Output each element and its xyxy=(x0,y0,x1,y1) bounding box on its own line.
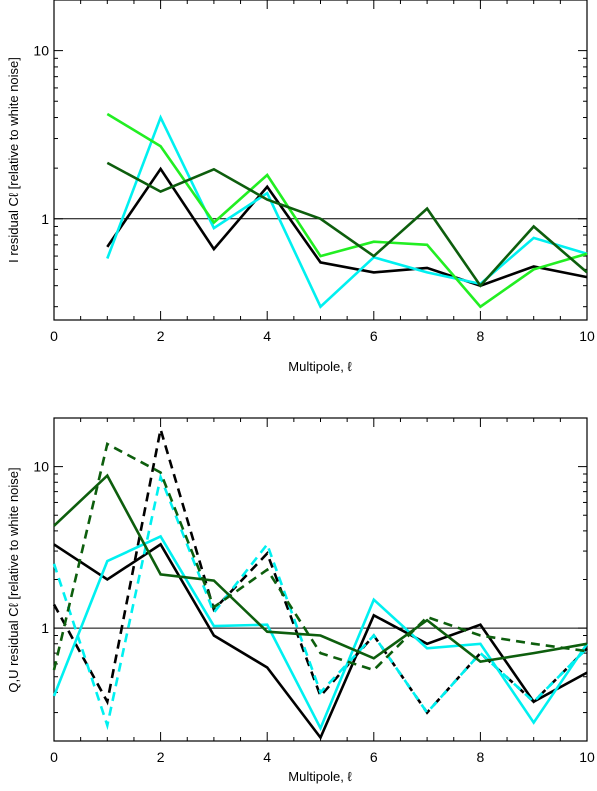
x-tick-label: 0 xyxy=(50,749,58,765)
y-tick-label: 1 xyxy=(41,620,49,636)
x-tick-label: 8 xyxy=(477,749,485,765)
y-axis-label: Q,U residual Cℓ [relative to white noise… xyxy=(6,467,21,692)
y-tick-label: 10 xyxy=(33,459,49,475)
x-tick-label: 2 xyxy=(157,328,165,344)
x-tick-label: 6 xyxy=(370,749,378,765)
x-tick-label: 4 xyxy=(263,328,271,344)
series-group xyxy=(106,112,588,309)
x-axis-label: Multipole, ℓ xyxy=(288,769,352,784)
y-tick-labels: 1 10 xyxy=(33,43,49,227)
x-tick-label: 10 xyxy=(579,749,595,765)
series-line xyxy=(106,112,588,309)
series-line-dashed xyxy=(52,442,588,672)
series-line xyxy=(106,166,588,288)
series-group xyxy=(52,429,589,741)
y-tick-label: 10 xyxy=(33,43,49,59)
x-tick-label: 2 xyxy=(157,749,165,765)
x-tick-labels: 0 2 4 6 8 10 xyxy=(50,749,595,765)
x-tick-labels: 0 2 4 6 8 10 xyxy=(50,328,595,344)
series-line xyxy=(106,114,588,309)
panel-polarization: 0 2 4 6 8 10 1 10 Multipole, ℓ Q,U residual Cℓ… xyxy=(6,417,595,784)
axis-ticks xyxy=(53,0,588,320)
series-line xyxy=(52,534,589,732)
series-line xyxy=(53,542,588,741)
x-axis-label: Multipole, ℓ xyxy=(288,359,352,374)
y-tick-labels: 1 10 xyxy=(33,459,49,637)
series-line-dashed xyxy=(52,429,588,715)
series-line xyxy=(53,473,588,663)
y-tick-label: 1 xyxy=(41,211,49,227)
x-tick-label: 10 xyxy=(579,328,595,344)
series-line-dashed xyxy=(52,472,588,731)
plot-frame xyxy=(53,0,588,321)
y-axis-label: I residual Cℓ [relative to white noise] xyxy=(6,57,21,263)
x-tick-label: 0 xyxy=(50,328,58,344)
panel-intensity: 0 2 4 6 8 10 1 10 Multipole, ℓ I residual Cℓ [… xyxy=(6,0,595,374)
x-tick-label: 6 xyxy=(370,328,378,344)
series-line xyxy=(106,161,588,288)
x-tick-label: 8 xyxy=(477,328,485,344)
x-tick-label: 4 xyxy=(263,749,271,765)
